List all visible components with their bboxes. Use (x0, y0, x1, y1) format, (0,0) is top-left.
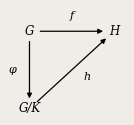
Text: H: H (109, 25, 119, 38)
Text: G: G (25, 25, 34, 38)
Text: h: h (83, 72, 91, 83)
Text: f: f (70, 11, 74, 21)
Text: φ: φ (8, 65, 16, 75)
Text: G/K: G/K (18, 102, 41, 115)
